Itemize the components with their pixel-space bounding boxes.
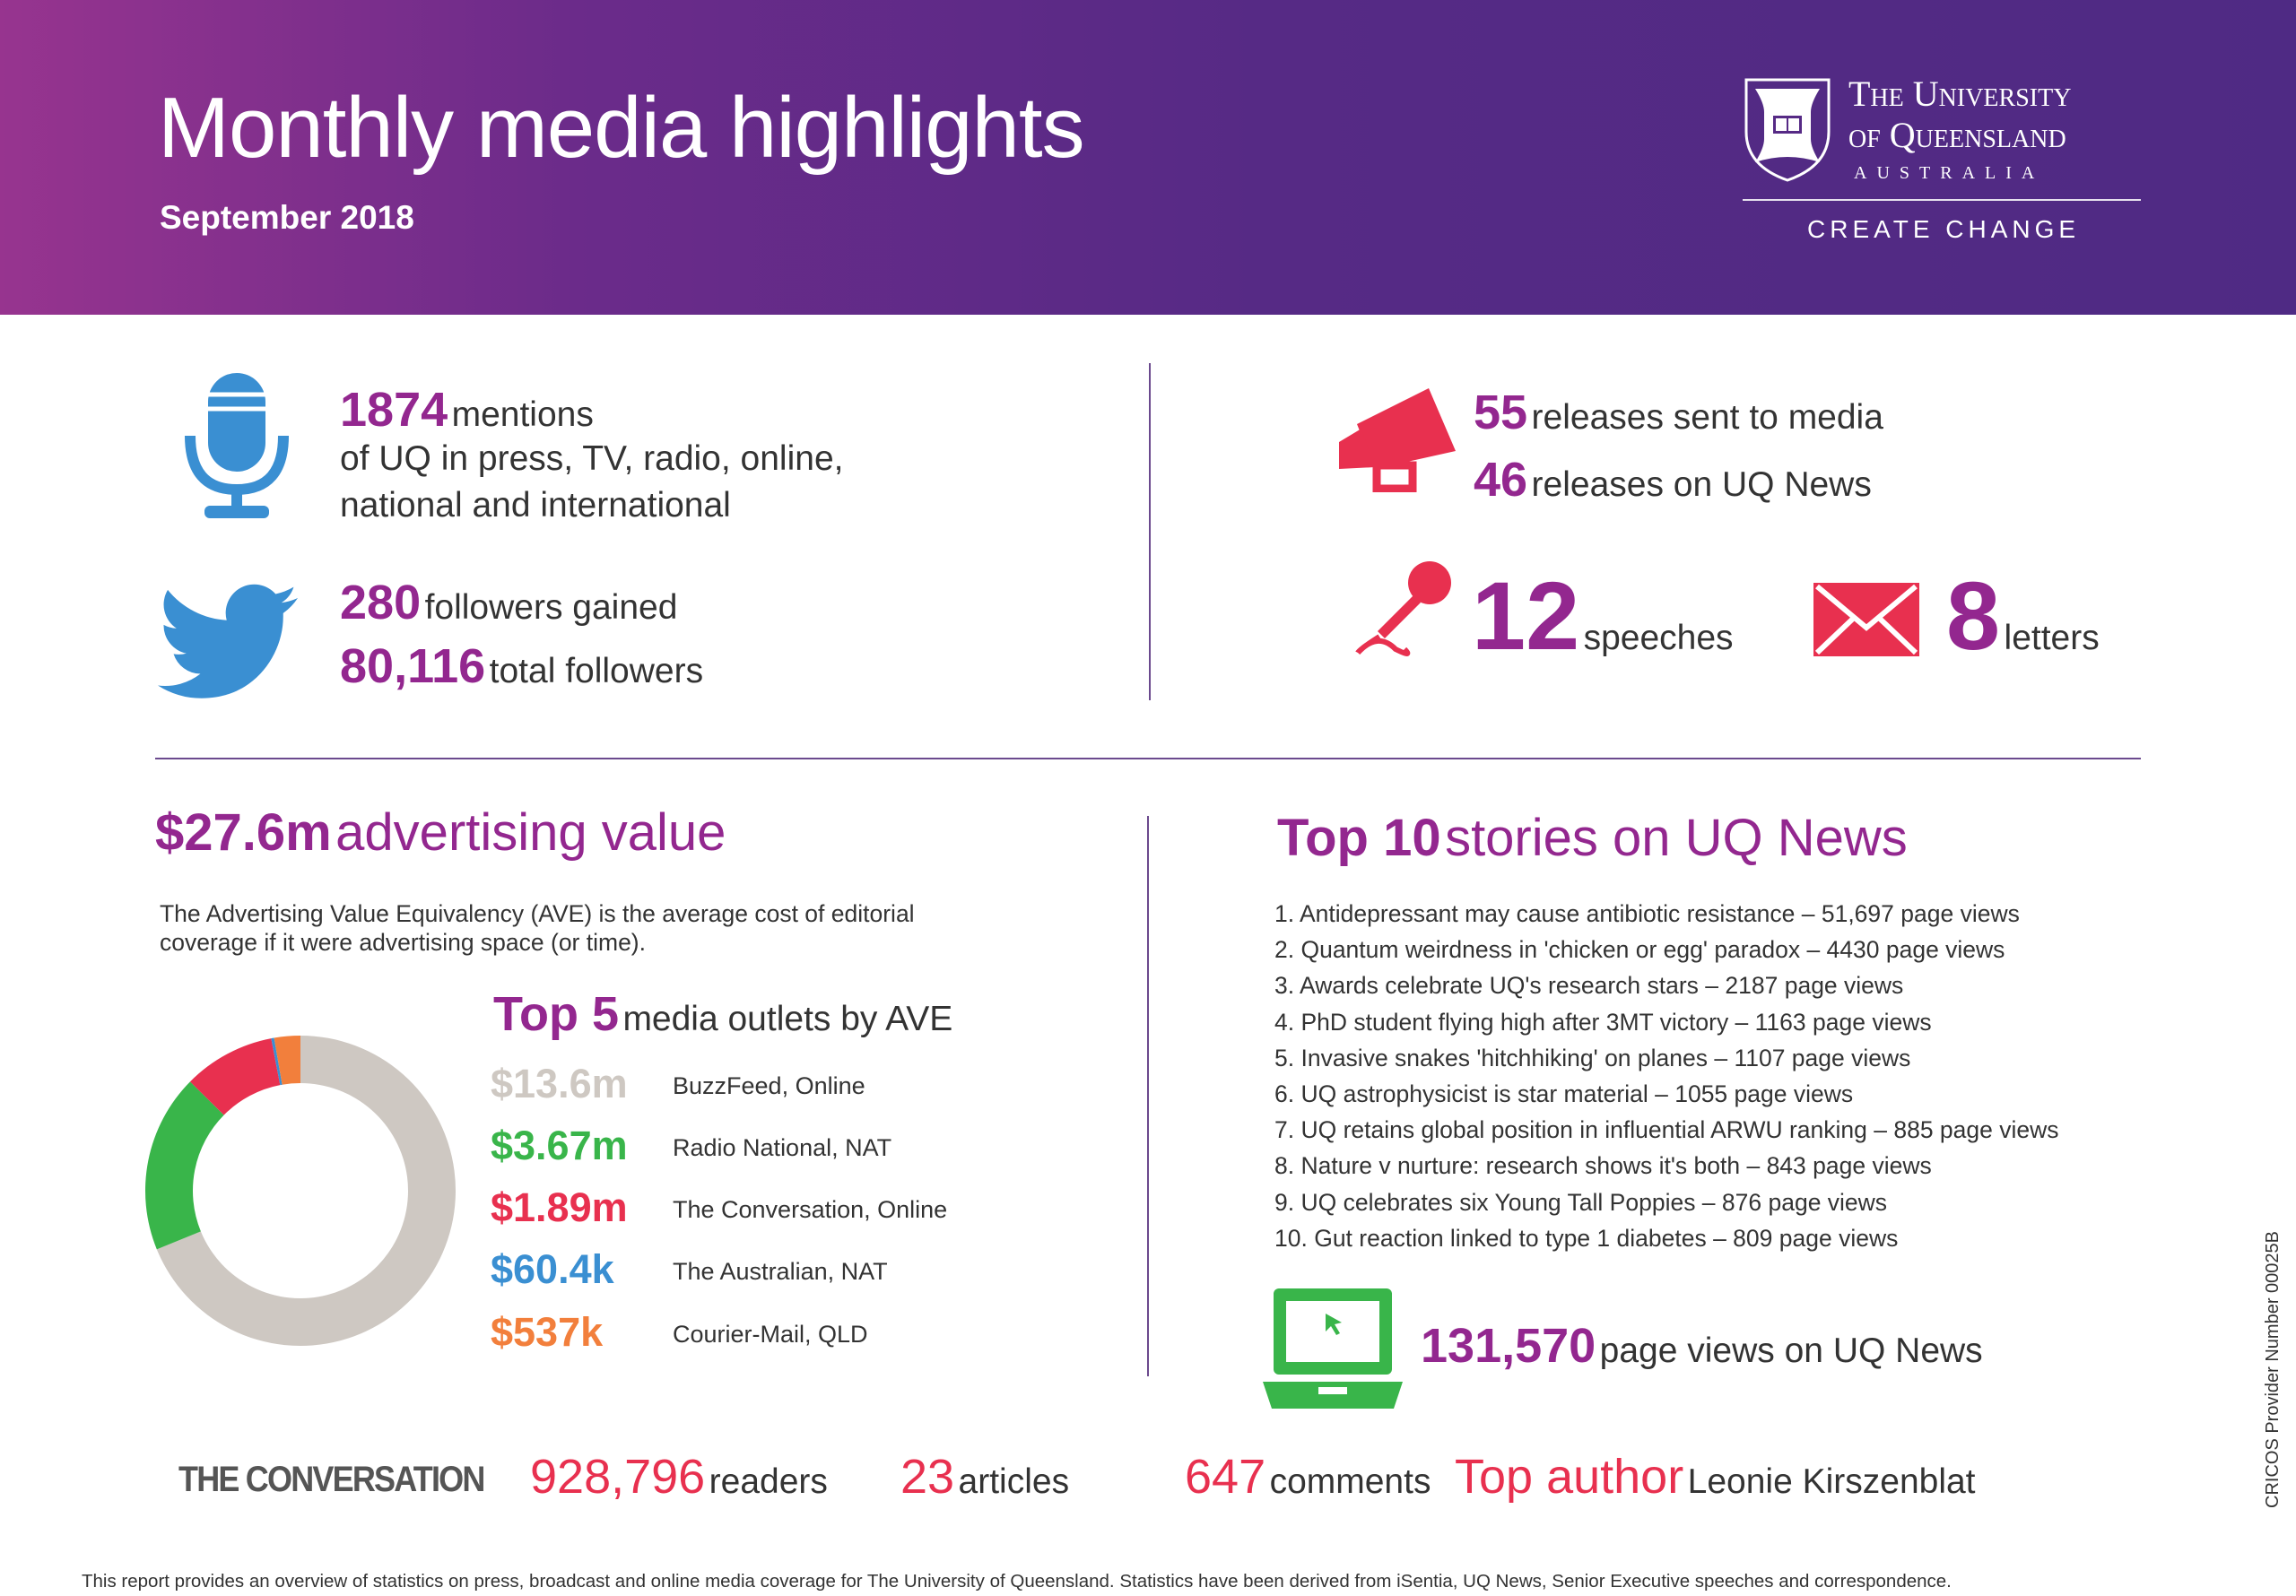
followers-total-count: 80,116 — [340, 639, 486, 693]
comments-count: 647 — [1185, 1450, 1266, 1504]
outlet-value: $3.67m — [491, 1123, 628, 1168]
donut-slice — [156, 1036, 456, 1346]
story-item: 4. PhD student flying high after 3MT vic… — [1274, 1008, 1932, 1036]
top5-prefix: Top 5 — [493, 987, 619, 1041]
ave-description-line2: coverage if it were advertising space (o… — [160, 929, 646, 956]
donut-slice — [271, 1037, 283, 1086]
story-item: 8. Nature v nurture: research shows it's… — [1274, 1152, 1932, 1180]
outlet-name: Courier-Mail, QLD — [673, 1321, 868, 1348]
mentions-label: mentions — [451, 395, 594, 434]
outlet-name: The Conversation, Online — [673, 1196, 948, 1223]
mentions-count: 1874 — [340, 383, 448, 437]
letters-stat: 8 letters — [1946, 568, 2100, 664]
uq-crest-icon — [1744, 78, 1831, 182]
logo-line1: The University — [1848, 74, 2072, 114]
followers-gained-label: followers gained — [424, 588, 678, 627]
releases-news-count: 46 — [1474, 453, 1528, 507]
outlet-value: $13.6m — [491, 1061, 628, 1106]
handheld-microphone-icon — [1355, 561, 1451, 656]
speeches-stat: 12 speeches — [1472, 568, 1734, 664]
the-conversation-logo: THE CONVERSATION — [178, 1460, 485, 1499]
readers-count: 928,796 — [530, 1450, 706, 1504]
story-item: 5. Invasive snakes 'hitchhiking' on plan… — [1274, 1044, 1911, 1071]
speeches-label: speeches — [1583, 619, 1734, 657]
conversation-comments: 647 comments — [1185, 1453, 1431, 1501]
top-author-prefix: Top author — [1455, 1450, 1684, 1504]
top10-prefix: Top 10 — [1277, 809, 1441, 867]
pageviews-label: page views on UQ News — [1599, 1331, 1983, 1370]
microphone-icon — [185, 373, 289, 518]
releases-sent: 55 releases sent to media — [1474, 388, 1883, 437]
top10-heading: Top 10 stories on UQ News — [1277, 812, 1908, 864]
story-item: 10. Gut reaction linked to type 1 diabet… — [1274, 1224, 1899, 1252]
story-item: 1. Antidepressant may cause antibiotic r… — [1274, 900, 2020, 927]
comments-label: comments — [1269, 1462, 1431, 1501]
followers-gained: 280 followers gained — [340, 578, 677, 627]
envelope-icon — [1813, 583, 1919, 656]
page-title: Monthly media highlights — [158, 80, 1085, 176]
conversation-readers: 928,796 readers — [530, 1453, 828, 1501]
releases-news-label: releases on UQ News — [1531, 465, 1872, 504]
page-subtitle: September 2018 — [160, 199, 414, 236]
speeches-count: 12 — [1472, 561, 1580, 670]
articles-count: 23 — [900, 1450, 955, 1504]
mentions-line2: of UQ in press, TV, radio, online, — [340, 439, 844, 478]
footer-note: This report provides an overview of stat… — [82, 1571, 1952, 1592]
advertising-label: advertising value — [335, 803, 726, 862]
logo-divider — [1743, 199, 2141, 201]
advertising-heading: $27.6m advertising value — [155, 807, 726, 859]
mentions-headline: 1874 mentions — [340, 386, 594, 434]
laptop-icon — [1263, 1288, 1403, 1409]
cricos-number: CRICOS Provider Number 00025B — [2263, 1230, 2283, 1508]
conversation-top-author: Top author Leonie Kirszenblat — [1455, 1453, 1976, 1501]
outlet-value: $60.4k — [491, 1246, 614, 1292]
top-author-name: Leonie Kirszenblat — [1687, 1462, 1976, 1501]
donut-slice — [145, 1081, 224, 1250]
uq-logo: The University of Queensland AUSTRALIA C… — [1743, 76, 2141, 242]
advertising-value: $27.6m — [155, 803, 332, 862]
conversation-articles: 23 articles — [900, 1453, 1069, 1501]
letters-count: 8 — [1946, 561, 2001, 670]
story-item: 6. UQ astrophysicist is star material – … — [1274, 1080, 1854, 1107]
outlet-name: BuzzFeed, Online — [673, 1072, 865, 1099]
outlet-name: The Australian, NAT — [673, 1258, 888, 1285]
divider-horizontal — [155, 758, 2141, 759]
top5-heading: Top 5 media outlets by AVE — [493, 990, 952, 1038]
pageviews-stat: 131,570 page views on UQ News — [1421, 1322, 1983, 1370]
followers-gained-count: 280 — [340, 576, 422, 629]
donut-slice — [274, 1036, 300, 1085]
followers-total-label: total followers — [489, 652, 704, 690]
top10-title: stories on UQ News — [1445, 809, 1908, 867]
donut-slice — [189, 1038, 281, 1115]
ave-donut-chart — [145, 1036, 456, 1346]
releases-news: 46 releases on UQ News — [1474, 455, 1872, 504]
story-item: 9. UQ celebrates six Young Tall Poppies … — [1274, 1188, 1888, 1216]
outlet-value: $537k — [491, 1309, 604, 1355]
megaphone-icon — [1339, 388, 1456, 492]
story-item: 7. UQ retains global position in influen… — [1274, 1116, 2059, 1144]
divider-vertical-top — [1149, 363, 1151, 700]
divider-vertical-bottom — [1147, 816, 1149, 1376]
mentions-line3: national and international — [340, 486, 731, 525]
top5-title: media outlets by AVE — [622, 1000, 953, 1038]
letters-label: letters — [2004, 619, 2100, 657]
header-banner — [0, 0, 2296, 315]
pageviews-count: 131,570 — [1421, 1319, 1596, 1373]
twitter-bird-icon — [158, 584, 298, 698]
articles-label: articles — [958, 1462, 1070, 1501]
readers-label: readers — [709, 1462, 828, 1501]
logo-line3: AUSTRALIA — [1854, 163, 2045, 183]
story-item: 3. Awards celebrate UQ's research stars … — [1274, 972, 1904, 1000]
releases-sent-count: 55 — [1474, 386, 1528, 439]
outlet-value: $1.89m — [491, 1184, 628, 1230]
story-item: 2. Quantum weirdness in 'chicken or egg'… — [1274, 936, 2005, 964]
ave-description-line1: The Advertising Value Equivalency (AVE) … — [160, 900, 915, 927]
followers-total: 80,116 total followers — [340, 642, 703, 690]
logo-line2: of Queensland — [1848, 115, 2066, 155]
logo-tagline: CREATE CHANGE — [1807, 215, 2081, 243]
outlet-name: Radio National, NAT — [673, 1134, 892, 1161]
releases-sent-label: releases sent to media — [1531, 398, 1883, 437]
